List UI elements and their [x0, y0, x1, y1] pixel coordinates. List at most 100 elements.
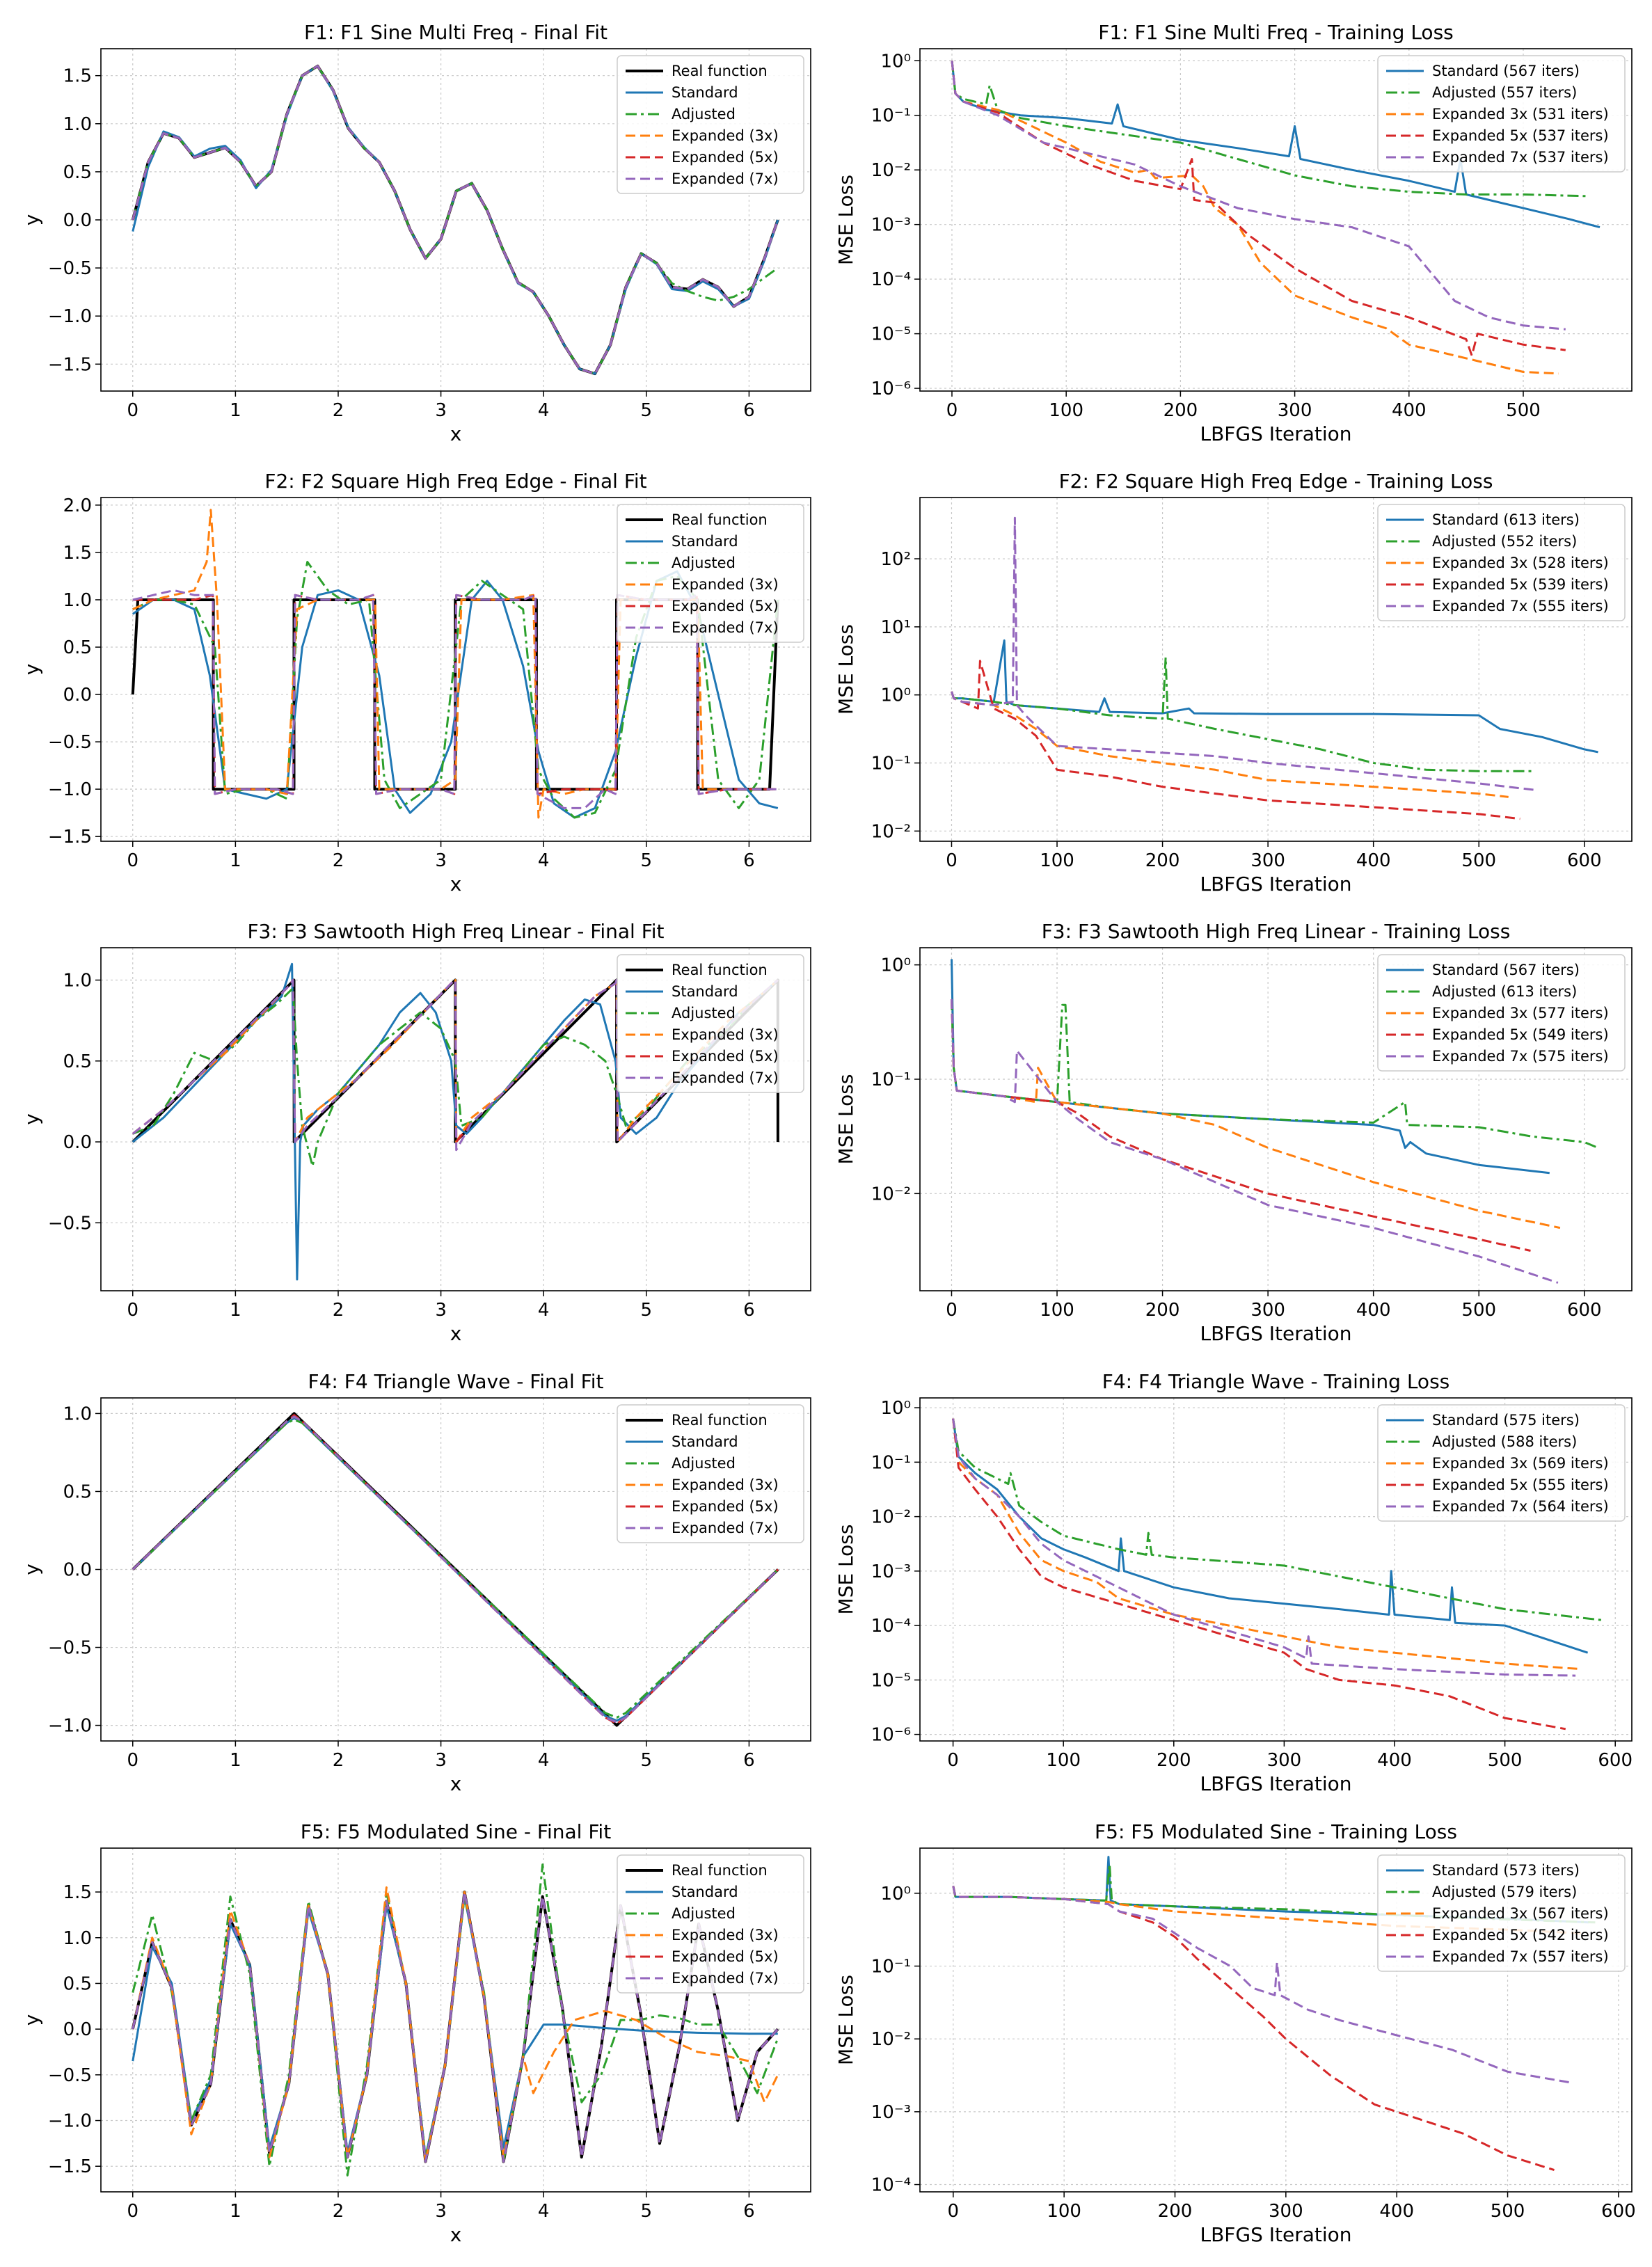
- y-tick-label: 10⁻³: [871, 215, 911, 236]
- y-axis-label: y: [20, 2014, 43, 2026]
- x-tick-label: 400: [1392, 400, 1427, 421]
- legend: Standard (575 iters) Adjusted (588 iters)…: [1377, 1404, 1626, 1522]
- y-tick-label: 0.0: [63, 2019, 92, 2040]
- legend-label: Expanded (5x): [672, 149, 779, 166]
- legend-box: [617, 1404, 804, 1543]
- x-tick-label: 600: [1601, 2201, 1636, 2222]
- legend-label: Expanded (5x): [672, 598, 779, 614]
- x-axis-label: x: [450, 1772, 462, 1795]
- y-tick-label: −1.0: [48, 2111, 92, 2132]
- y-axis-label: y: [20, 1113, 43, 1125]
- y-tick-label: 1.0: [63, 590, 92, 611]
- y-axis-label: MSE Loss: [834, 1525, 857, 1615]
- x-tick-label: 500: [1491, 2201, 1525, 2222]
- x-tick-label: 0: [127, 400, 138, 421]
- y-tick-label: 10⁻³: [871, 1561, 911, 1582]
- x-tick-label: 5: [641, 2201, 653, 2222]
- x-tick-label: 3: [435, 1300, 447, 1321]
- x-tick-label: 300: [1250, 850, 1285, 871]
- x-axis-label: LBFGS Iteration: [1200, 1322, 1351, 1345]
- series-line-adjusted: [951, 61, 1589, 198]
- legend-label: Expanded 3x (567 iters): [1432, 1905, 1609, 1922]
- legend-label: Expanded 7x (557 iters): [1432, 1948, 1609, 1965]
- y-tick-label: 10⁻⁵: [871, 324, 911, 345]
- x-tick-label: 0: [946, 850, 958, 871]
- x-tick-label: 4: [538, 850, 550, 871]
- x-tick-label: 600: [1567, 1300, 1602, 1321]
- legend-label: Expanded (7x): [672, 1069, 779, 1086]
- axes-frame: [919, 48, 1633, 392]
- legend-box: [617, 1854, 804, 1994]
- x-tick-label: 400: [1356, 850, 1391, 871]
- chart-panel-f1-loss: F1: F1 Sine Multi Freq - Training Loss 0 1…: [834, 21, 1633, 445]
- y-tick-label: 0.5: [63, 1481, 92, 1502]
- legend: Real function Standard Adjusted Expanded (3…: [617, 55, 804, 194]
- y-axis-label: MSE Loss: [834, 1975, 857, 2065]
- legend-box: [617, 504, 804, 643]
- legend-label: Adjusted (579 iters): [1432, 1884, 1577, 1900]
- series-line-expanded7: [132, 1891, 779, 2163]
- legend-label: Adjusted: [672, 1005, 736, 1021]
- legend-label: Standard (575 iters): [1432, 1412, 1580, 1429]
- y-tick-label: −0.5: [48, 258, 92, 279]
- y-tick-label: 0.5: [63, 162, 92, 183]
- series-line-standard: [132, 962, 779, 1281]
- y-tick-label: 0.5: [63, 1051, 92, 1072]
- y-tick-label: 10⁻⁶: [871, 1725, 911, 1746]
- legend-label: Real function: [672, 511, 768, 528]
- legend-label: Expanded (3x): [672, 127, 779, 144]
- y-tick-label: 1.5: [63, 66, 92, 87]
- x-tick-label: 100: [1047, 2201, 1081, 2222]
- x-tick-label: 300: [1278, 400, 1312, 421]
- y-tick-label: 10⁻¹: [871, 754, 911, 774]
- y-tick-label: 0.0: [63, 685, 92, 706]
- legend-label: Adjusted: [672, 1905, 736, 1922]
- legend-label: Real function: [672, 63, 768, 79]
- legend-label: Expanded (7x): [672, 1970, 779, 1987]
- chart-title: F3: F3 Sawtooth High Freq Linear - Final…: [247, 920, 664, 943]
- legend-label: Expanded 7x (575 iters): [1432, 1048, 1609, 1065]
- chart-title: F1: F1 Sine Multi Freq - Final Fit: [304, 21, 607, 44]
- legend-label: Expanded 5x (555 iters): [1432, 1477, 1609, 1493]
- y-tick-label: 10²: [880, 549, 911, 570]
- series-line-expanded3: [132, 1886, 779, 2163]
- x-tick-label: 100: [1049, 400, 1083, 421]
- legend: Standard (567 iters) Adjusted (613 iters)…: [1377, 954, 1626, 1072]
- x-tick-label: 400: [1379, 2201, 1414, 2222]
- y-tick-label: 10⁻²: [871, 2029, 911, 2050]
- series-group: [951, 959, 1599, 1284]
- x-tick-label: 500: [1488, 1750, 1523, 1771]
- chart-title: F2: F2 Square High Freq Edge - Final Fit: [264, 470, 646, 493]
- legend-label: Expanded 3x (577 iters): [1432, 1005, 1609, 1021]
- x-tick-label: 0: [946, 1300, 958, 1321]
- series-line-expanded7: [952, 1418, 1576, 1677]
- x-tick-label: 2: [333, 400, 344, 421]
- y-tick-label: 10⁻⁵: [871, 1670, 911, 1691]
- axes-frame: [100, 497, 811, 842]
- legend-label: Expanded (7x): [672, 170, 779, 187]
- legend-label: Real function: [672, 1412, 768, 1429]
- axes-frame: [100, 947, 811, 1291]
- series-group: [951, 61, 1601, 375]
- x-tick-label: 0: [948, 2201, 960, 2222]
- legend-box: [1377, 1404, 1626, 1522]
- legend-label: Expanded 7x (537 iters): [1432, 149, 1609, 166]
- legend-label: Adjusted: [672, 106, 736, 122]
- x-axis-label: LBFGS Iteration: [1200, 2223, 1351, 2246]
- axes-frame: [919, 1397, 1633, 1742]
- chart-panel-f4-fit: F4: F4 Triangle Wave - Final Fit 0 1 2 3 4 5 6 −…: [20, 1370, 811, 1795]
- y-tick-label: 10⁻¹: [871, 1069, 911, 1090]
- y-tick-label: −0.5: [48, 1638, 92, 1659]
- y-axis-label: MSE Loss: [834, 1074, 857, 1165]
- y-tick-label: −1.0: [48, 1716, 92, 1737]
- x-tick-label: 4: [538, 2201, 550, 2222]
- x-tick-label: 0: [127, 2201, 138, 2222]
- y-tick-label: 10⁰: [880, 1398, 911, 1419]
- series-line-adjusted: [132, 979, 779, 1168]
- chart-panel-f4-loss: F4: F4 Triangle Wave - Training Loss 0 100…: [834, 1370, 1633, 1795]
- axes-frame: [100, 1847, 811, 2193]
- y-axis-label: y: [20, 1564, 43, 1575]
- legend-box: [1377, 504, 1626, 621]
- x-tick-label: 100: [1040, 1300, 1074, 1321]
- series-line-expanded7: [132, 1415, 779, 1724]
